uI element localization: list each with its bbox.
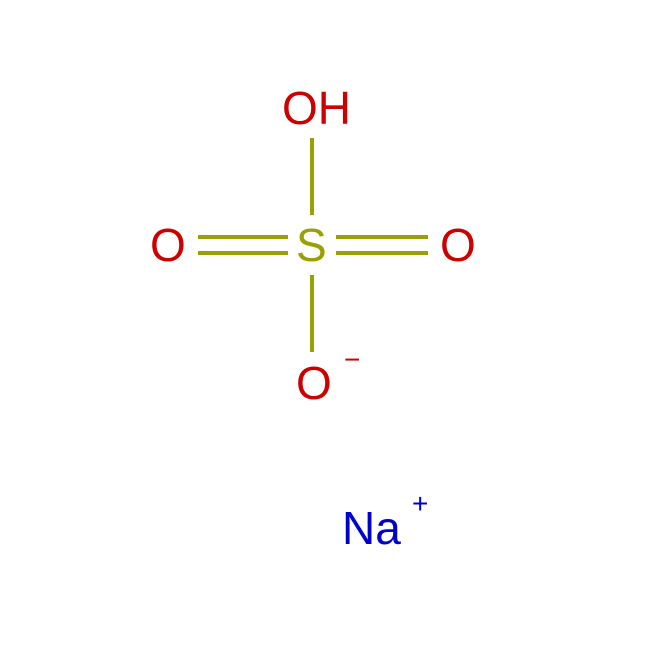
atom-sulfur: S [296, 222, 327, 268]
atom-oxygen-bottom: O [296, 360, 332, 406]
atom-oxygen-right: O [440, 222, 476, 268]
atom-hydroxyl-top: OH [282, 85, 351, 131]
atom-sodium: Na [342, 505, 401, 551]
charge-positive-icon: + [412, 490, 428, 518]
charge-negative-icon: − [344, 346, 360, 374]
atom-oxygen-left: O [150, 222, 186, 268]
